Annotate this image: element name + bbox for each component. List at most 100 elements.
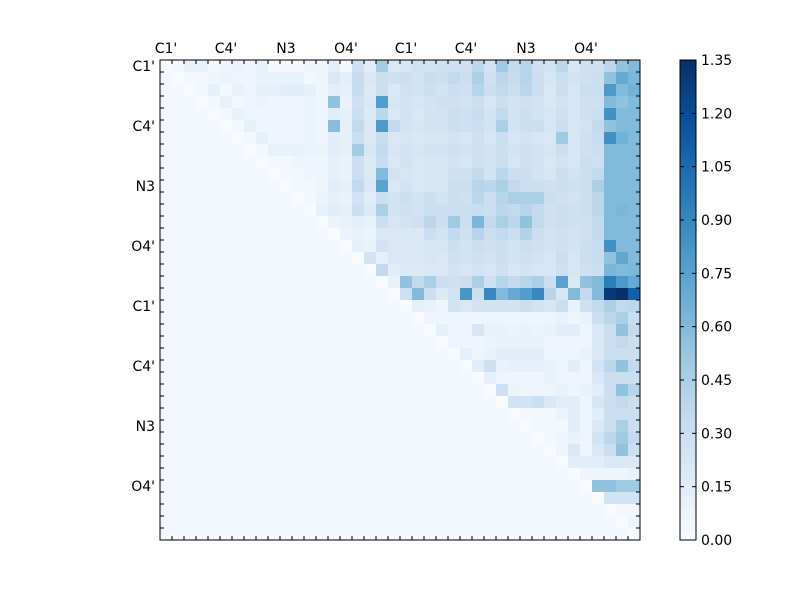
heatmap-cell: [472, 84, 485, 97]
heatmap-cell: [616, 168, 629, 181]
heatmap-cell: [568, 120, 581, 133]
heatmap-cell: [508, 180, 521, 193]
heatmap-cell: [436, 420, 449, 433]
heatmap-cell: [556, 408, 569, 421]
heatmap-cell: [604, 300, 617, 313]
heatmap-cell: [448, 276, 461, 289]
heatmap-cell: [388, 444, 401, 457]
heatmap-cell: [160, 468, 173, 481]
heatmap-cell: [172, 204, 185, 217]
heatmap-cell: [628, 120, 641, 133]
heatmap-cell: [436, 504, 449, 517]
heatmap-cell: [244, 468, 257, 481]
heatmap-cell: [568, 84, 581, 97]
heatmap-cell: [568, 288, 581, 301]
heatmap-cell: [172, 300, 185, 313]
heatmap-cell: [460, 408, 473, 421]
heatmap-cell: [304, 492, 317, 505]
heatmap-cell: [580, 156, 593, 169]
heatmap-cell: [232, 108, 245, 121]
heatmap-cell: [292, 72, 305, 85]
heatmap-cell: [184, 456, 197, 469]
heatmap-cell: [520, 492, 533, 505]
heatmap-cell: [520, 228, 533, 241]
heatmap-cell: [424, 480, 437, 493]
heatmap-cell: [448, 96, 461, 109]
heatmap-cell: [340, 396, 353, 409]
heatmap-cell: [172, 528, 185, 541]
heatmap-cell: [364, 456, 377, 469]
heatmap-cell: [484, 300, 497, 313]
heatmap-cell: [544, 144, 557, 157]
heatmap-cell: [448, 72, 461, 85]
heatmap-cell: [328, 204, 341, 217]
heatmap-cell: [352, 120, 365, 133]
heatmap-cell: [508, 120, 521, 133]
heatmap-cell: [256, 444, 269, 457]
heatmap-cell: [628, 456, 641, 469]
x-tick-label: N3: [516, 41, 535, 57]
heatmap-cell: [616, 432, 629, 445]
heatmap-cell: [340, 528, 353, 541]
heatmap-cell: [232, 396, 245, 409]
heatmap-cell: [220, 348, 233, 361]
heatmap-cell: [544, 360, 557, 373]
heatmap-cell: [268, 264, 281, 277]
heatmap-cell: [220, 480, 233, 493]
heatmap-cell: [184, 396, 197, 409]
heatmap-cell: [628, 384, 641, 397]
heatmap-cell: [544, 444, 557, 457]
heatmap-cell: [568, 384, 581, 397]
heatmap-cell: [604, 276, 617, 289]
heatmap-cell: [556, 396, 569, 409]
heatmap-cell: [292, 384, 305, 397]
heatmap-cell: [472, 240, 485, 253]
heatmap-cell: [376, 72, 389, 85]
heatmap-cell: [388, 60, 401, 73]
heatmap-cell: [352, 480, 365, 493]
heatmap-cell: [628, 372, 641, 385]
heatmap-cell: [592, 444, 605, 457]
heatmap-cell: [184, 168, 197, 181]
heatmap-cell: [172, 240, 185, 253]
heatmap-cell: [484, 372, 497, 385]
heatmap-cell: [160, 228, 173, 241]
heatmap-cell: [460, 180, 473, 193]
heatmap-cell: [556, 444, 569, 457]
heatmap-cell: [520, 240, 533, 253]
heatmap-cell: [532, 492, 545, 505]
heatmap-cell: [244, 120, 257, 133]
heatmap-cell: [568, 456, 581, 469]
heatmap-cell: [508, 168, 521, 181]
heatmap-cell: [604, 60, 617, 73]
heatmap-cell: [196, 204, 209, 217]
heatmap-cell: [172, 60, 185, 73]
heatmap-cell: [340, 120, 353, 133]
heatmap-cell: [292, 468, 305, 481]
heatmap-cell: [448, 108, 461, 121]
heatmap-cell: [340, 504, 353, 517]
heatmap-cell: [364, 276, 377, 289]
heatmap-cell: [364, 396, 377, 409]
heatmap-cell: [256, 492, 269, 505]
heatmap-cell: [472, 108, 485, 121]
heatmap-cell: [544, 504, 557, 517]
heatmap-cell: [592, 372, 605, 385]
heatmap-cell: [340, 516, 353, 529]
heatmap-cell: [496, 288, 509, 301]
heatmap-cell: [496, 240, 509, 253]
heatmap-cell: [244, 72, 257, 85]
heatmap-cell: [436, 408, 449, 421]
heatmap-cell: [268, 420, 281, 433]
heatmap-cell: [316, 84, 329, 97]
heatmap-cell: [160, 360, 173, 373]
heatmap-cell: [232, 324, 245, 337]
heatmap-cell: [328, 156, 341, 169]
heatmap-cell: [328, 228, 341, 241]
heatmap-cell: [160, 492, 173, 505]
heatmap-cell: [568, 144, 581, 157]
heatmap-cell: [292, 432, 305, 445]
heatmap-cell: [364, 528, 377, 541]
heatmap-cell: [388, 96, 401, 109]
heatmap-cell: [364, 492, 377, 505]
